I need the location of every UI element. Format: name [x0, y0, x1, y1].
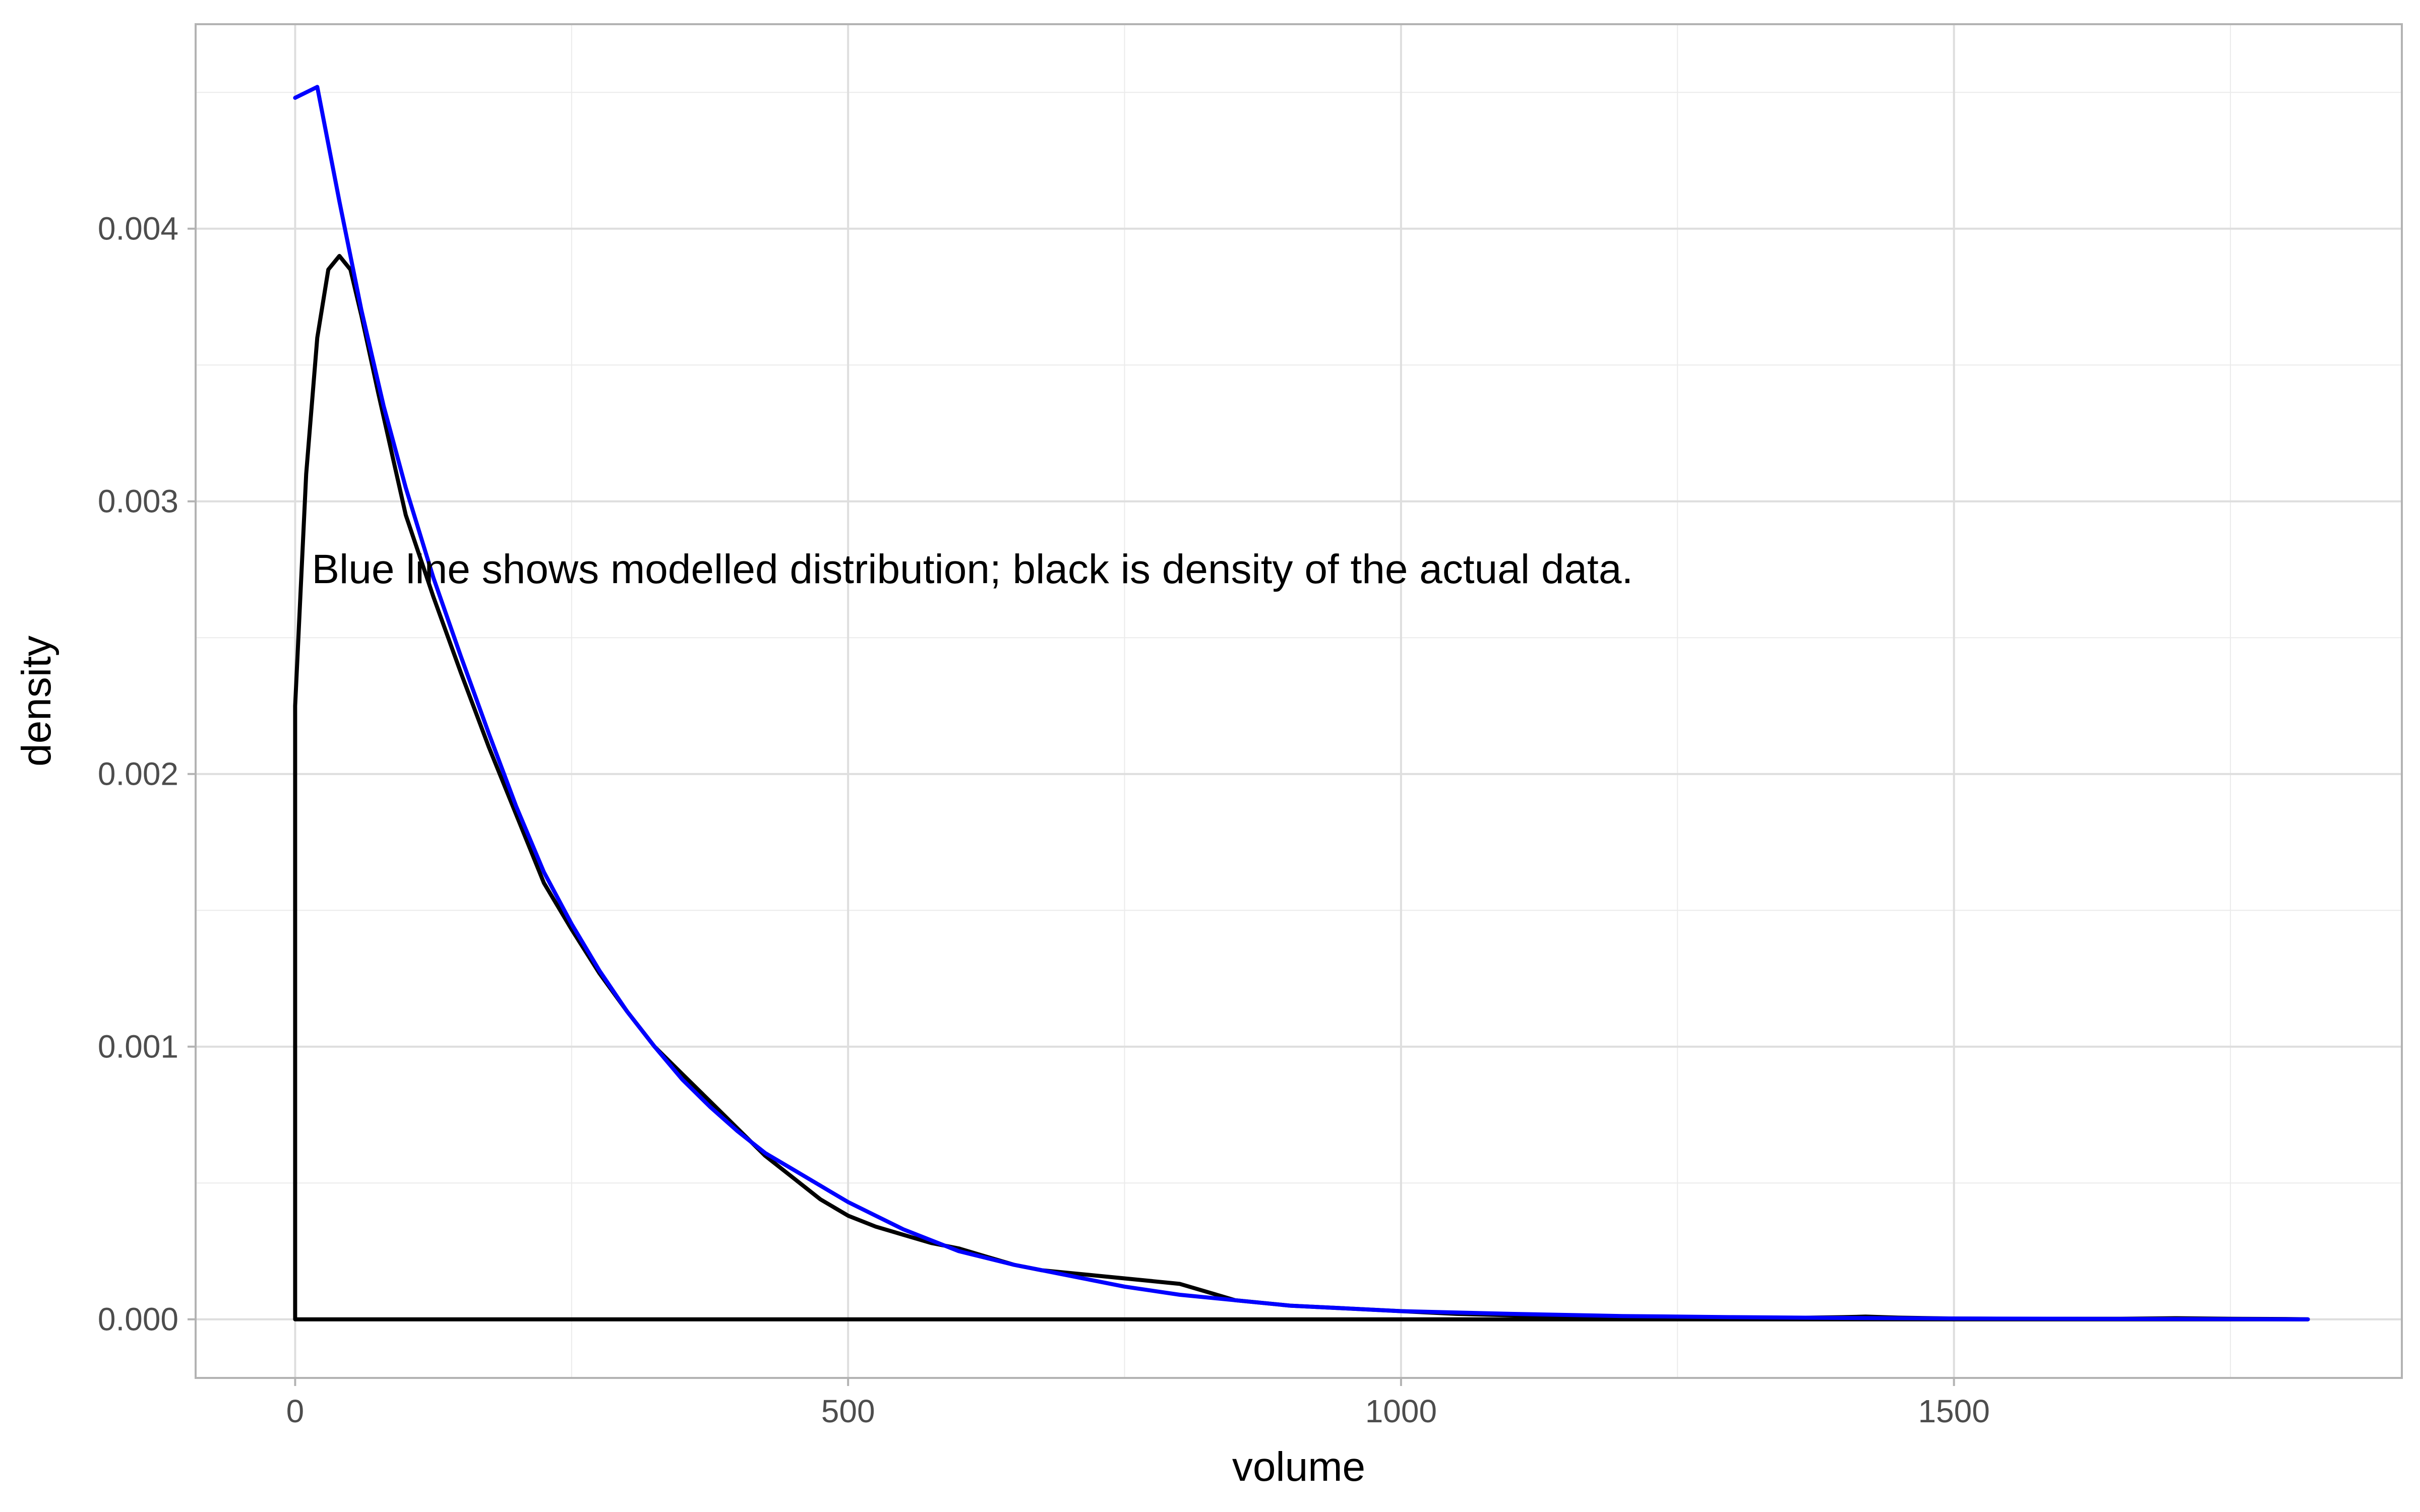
x-tick-label: 1000: [1365, 1393, 1437, 1429]
series-layer: [293, 85, 2310, 1321]
plot-background: [196, 24, 2402, 1378]
plot-panel-border: [195, 23, 2403, 1379]
annotation-text: Blue line shows modelled distribution; b…: [312, 546, 1633, 592]
y-axis: 0.000 0.001 0.002 0.003 0.004: [98, 211, 196, 1338]
y-tick-label: 0.004: [98, 211, 178, 247]
x-tick-label: 500: [821, 1393, 875, 1429]
x-axis-title: volume: [1232, 1444, 1365, 1490]
y-tick-label: 0.001: [98, 1029, 178, 1065]
y-axis-title: density: [14, 636, 59, 767]
y-tick-label: 0.000: [98, 1301, 178, 1338]
x-tick-label: 1500: [1918, 1393, 1989, 1429]
y-tick-label: 0.003: [98, 483, 178, 520]
x-axis: 0 500 1000 1500: [286, 1378, 1990, 1429]
series-line-model: [293, 85, 2310, 1321]
x-tick-label: 0: [286, 1393, 305, 1429]
y-tick-label: 0.002: [98, 756, 178, 792]
